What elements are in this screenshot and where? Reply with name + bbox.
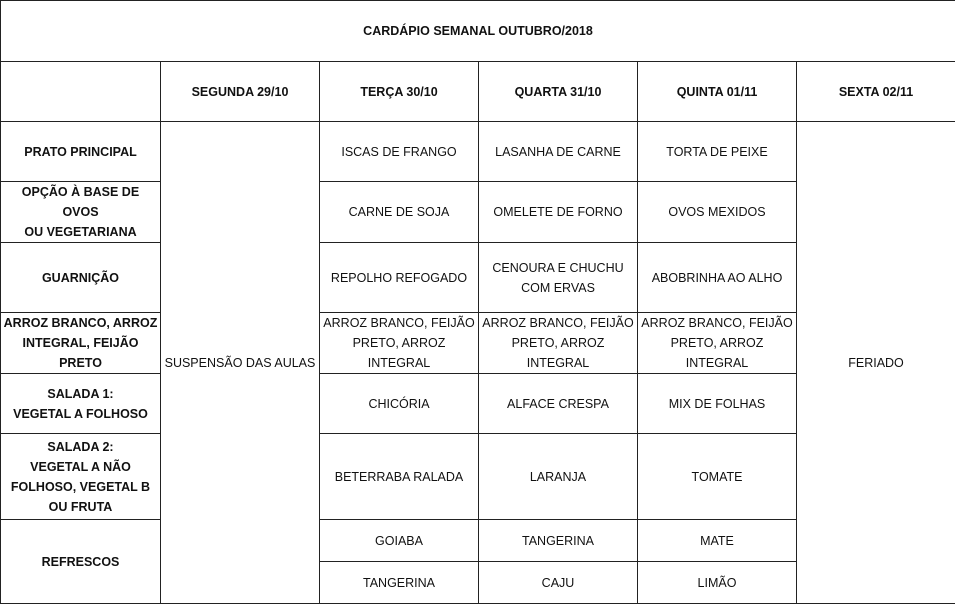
- row-label: ARROZ BRANCO, ARROZ INTEGRAL, FEIJÃO PRE…: [1, 313, 161, 374]
- menu-cell: OMELETE DE FORNO: [479, 182, 638, 243]
- menu-cell: TOMATE: [638, 434, 797, 520]
- menu-cell: MIX DE FOLHAS: [638, 374, 797, 434]
- monday-note: SUSPENSÃO DAS AULAS: [161, 122, 320, 604]
- menu-cell: CENOURA E CHUCHU COM ERVAS: [479, 243, 638, 313]
- menu-cell: LIMÃO: [638, 562, 797, 604]
- day-header: SEXTA 02/11: [797, 62, 955, 122]
- friday-note: FERIADO: [797, 122, 955, 604]
- menu-cell: CARNE DE SOJA: [320, 182, 479, 243]
- menu-cell: ARROZ BRANCO, FEIJÃO PRETO, ARROZ INTEGR…: [479, 313, 638, 374]
- day-header: QUARTA 31/10: [479, 62, 638, 122]
- menu-cell: ARROZ BRANCO, FEIJÃO PRETO, ARROZ INTEGR…: [638, 313, 797, 374]
- day-header: QUINTA 01/11: [638, 62, 797, 122]
- menu-cell: TANGERINA: [320, 562, 479, 604]
- menu-title: CARDÁPIO SEMANAL OUTUBRO/2018: [1, 1, 955, 62]
- menu-cell: LARANJA: [479, 434, 638, 520]
- menu-cell: ABOBRINHA AO ALHO: [638, 243, 797, 313]
- menu-cell: REPOLHO REFOGADO: [320, 243, 479, 313]
- corner-cell: [1, 62, 161, 122]
- row-label: GUARNIÇÃO: [1, 243, 161, 313]
- row-label-refrescos: REFRESCOS: [1, 520, 161, 604]
- menu-cell: LASANHA DE CARNE: [479, 122, 638, 182]
- row-label: SALADA 2: VEGETAL A NÃO FOLHOSO, VEGETAL…: [1, 434, 161, 520]
- menu-cell: CHICÓRIA: [320, 374, 479, 434]
- menu-cell: CAJU: [479, 562, 638, 604]
- day-header: SEGUNDA 29/10: [161, 62, 320, 122]
- menu-cell: ARROZ BRANCO, FEIJÃO PRETO, ARROZ INTEGR…: [320, 313, 479, 374]
- menu-cell: ISCAS DE FRANGO: [320, 122, 479, 182]
- menu-cell: TANGERINA: [479, 520, 638, 562]
- menu-cell: BETERRABA RALADA: [320, 434, 479, 520]
- row-label: OPÇÃO À BASE DE OVOS OU VEGETARIANA: [1, 182, 161, 243]
- row-label: SALADA 1: VEGETAL A FOLHOSO: [1, 374, 161, 434]
- menu-cell: MATE: [638, 520, 797, 562]
- day-header: TERÇA 30/10: [320, 62, 479, 122]
- menu-cell: ALFACE CRESPA: [479, 374, 638, 434]
- row-label: PRATO PRINCIPAL: [1, 122, 161, 182]
- menu-cell: OVOS MEXIDOS: [638, 182, 797, 243]
- menu-cell: TORTA DE PEIXE: [638, 122, 797, 182]
- menu-cell: GOIABA: [320, 520, 479, 562]
